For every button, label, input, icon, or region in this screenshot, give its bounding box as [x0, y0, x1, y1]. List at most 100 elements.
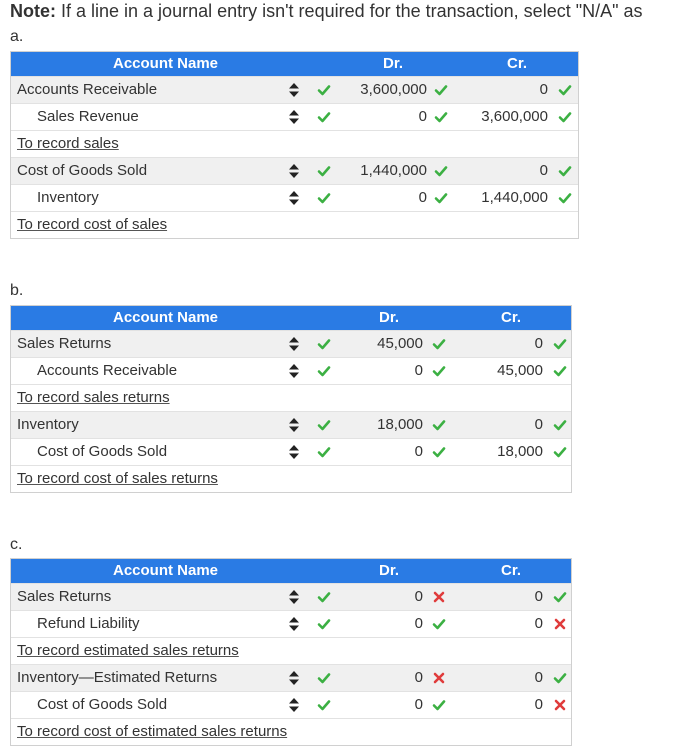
credit-input[interactable]: 3,600,000 [481, 108, 548, 125]
cross-icon [432, 590, 446, 604]
check-icon [434, 83, 448, 97]
credit-input[interactable]: 1,440,000 [481, 189, 548, 206]
sort-arrows-icon[interactable] [287, 77, 303, 103]
journal-table: Account Name Dr. Cr. Sales Returns 0 0 Refund … [10, 558, 572, 746]
account-select[interactable]: Sales Returns [17, 335, 112, 352]
credit-input[interactable]: 0 [539, 162, 548, 179]
memo-text[interactable]: To record estimated sales returns [17, 642, 239, 659]
account-select[interactable]: Refund Liability [37, 615, 140, 632]
check-icon [434, 191, 448, 205]
account-select[interactable]: Inventory—Estimated Returns [17, 669, 218, 686]
credit-input[interactable]: 0 [534, 696, 543, 713]
note-prefix: Note: [10, 1, 56, 21]
credit-input[interactable]: 0 [534, 588, 543, 605]
account-select[interactable]: Accounts Receivable [37, 362, 178, 379]
account-select[interactable]: Cost of Goods Sold [37, 696, 168, 713]
sort-arrows-icon[interactable] [287, 584, 303, 610]
instruction-note: Note: If a line in a journal entry isn't… [10, 0, 643, 22]
memo-row: To record sales [11, 130, 578, 157]
sort-arrows-icon[interactable] [287, 185, 303, 211]
check-icon [558, 110, 572, 124]
memo-text[interactable]: To record cost of sales [17, 216, 168, 233]
table-row: Inventory 18,000 0 [11, 411, 571, 438]
header-debit: Dr. [383, 55, 404, 72]
cross-icon [553, 617, 567, 631]
account-check-icon [317, 337, 331, 351]
debit-input[interactable]: 0 [414, 362, 423, 379]
sort-arrows-icon[interactable] [287, 665, 303, 691]
credit-input[interactable]: 45,000 [497, 362, 543, 379]
cross-icon [553, 698, 567, 712]
journal-table: Account Name Dr. Cr. Accounts Receivable 3,6… [10, 51, 579, 239]
credit-input[interactable]: 0 [534, 615, 543, 632]
journal-header: Account Name Dr. Cr. [11, 306, 571, 330]
debit-input[interactable]: 1,440,000 [360, 162, 427, 179]
account-check-icon [317, 164, 331, 178]
sort-arrows-icon[interactable] [287, 358, 303, 384]
table-row: Inventory—Estimated Returns 0 0 [11, 664, 571, 691]
account-check-icon [317, 590, 331, 604]
check-icon [432, 445, 446, 459]
debit-input[interactable]: 3,600,000 [360, 81, 427, 98]
credit-input[interactable]: 0 [539, 81, 548, 98]
debit-input[interactable]: 0 [414, 588, 423, 605]
check-icon [434, 110, 448, 124]
account-check-icon [317, 445, 331, 459]
account-check-icon [317, 671, 331, 685]
memo-text[interactable]: To record sales [17, 135, 119, 152]
sort-arrows-icon[interactable] [287, 692, 303, 718]
table-row: Accounts Receivable 3,600,000 0 [11, 76, 578, 103]
cross-icon [432, 671, 446, 685]
account-check-icon [317, 110, 331, 124]
account-select[interactable]: Inventory [37, 189, 99, 206]
credit-input[interactable]: 0 [534, 335, 543, 352]
account-check-icon [317, 364, 331, 378]
check-icon [434, 164, 448, 178]
check-icon [553, 671, 567, 685]
debit-input[interactable]: 0 [414, 696, 423, 713]
debit-input[interactable]: 0 [418, 108, 427, 125]
section-label: c. [10, 536, 23, 553]
note-text: If a line in a journal entry isn't requi… [56, 1, 643, 21]
credit-input[interactable]: 0 [534, 416, 543, 433]
sort-arrows-icon[interactable] [287, 331, 303, 357]
memo-text[interactable]: To record sales returns [17, 389, 170, 406]
debit-input[interactable]: 45,000 [377, 335, 423, 352]
debit-input[interactable]: 18,000 [377, 416, 423, 433]
account-select[interactable]: Cost of Goods Sold [17, 162, 148, 179]
debit-input[interactable]: 0 [414, 615, 423, 632]
account-check-icon [317, 698, 331, 712]
header-debit: Dr. [379, 562, 400, 579]
account-select[interactable]: Accounts Receivable [17, 81, 158, 98]
credit-input[interactable]: 18,000 [497, 443, 543, 460]
check-icon [553, 337, 567, 351]
check-icon [432, 698, 446, 712]
account-select[interactable]: Cost of Goods Sold [37, 443, 168, 460]
header-debit: Dr. [379, 309, 400, 326]
sort-arrows-icon[interactable] [287, 412, 303, 438]
memo-text[interactable]: To record cost of sales returns [17, 470, 218, 487]
check-icon [553, 418, 567, 432]
table-row: Sales Returns 0 0 [11, 583, 571, 610]
header-account-name: Account Name [113, 562, 219, 579]
header-credit: Cr. [501, 309, 522, 326]
sort-arrows-icon[interactable] [287, 439, 303, 465]
sort-arrows-icon[interactable] [287, 611, 303, 637]
sort-arrows-icon[interactable] [287, 104, 303, 130]
account-select[interactable]: Sales Returns [17, 588, 112, 605]
debit-input[interactable]: 0 [414, 669, 423, 686]
check-icon [558, 83, 572, 97]
check-icon [432, 337, 446, 351]
sort-arrows-icon[interactable] [287, 158, 303, 184]
section-label: b. [10, 282, 24, 299]
credit-input[interactable]: 0 [534, 669, 543, 686]
account-select[interactable]: Inventory [17, 416, 79, 433]
memo-text[interactable]: To record cost of estimated sales return… [17, 723, 288, 740]
memo-row: To record cost of estimated sales return… [11, 718, 571, 745]
debit-input[interactable]: 0 [418, 189, 427, 206]
account-select[interactable]: Sales Revenue [37, 108, 139, 125]
account-check-icon [317, 83, 331, 97]
table-row: Inventory 0 1,440,000 [11, 184, 578, 211]
memo-row: To record cost of sales returns [11, 465, 571, 492]
debit-input[interactable]: 0 [414, 443, 423, 460]
